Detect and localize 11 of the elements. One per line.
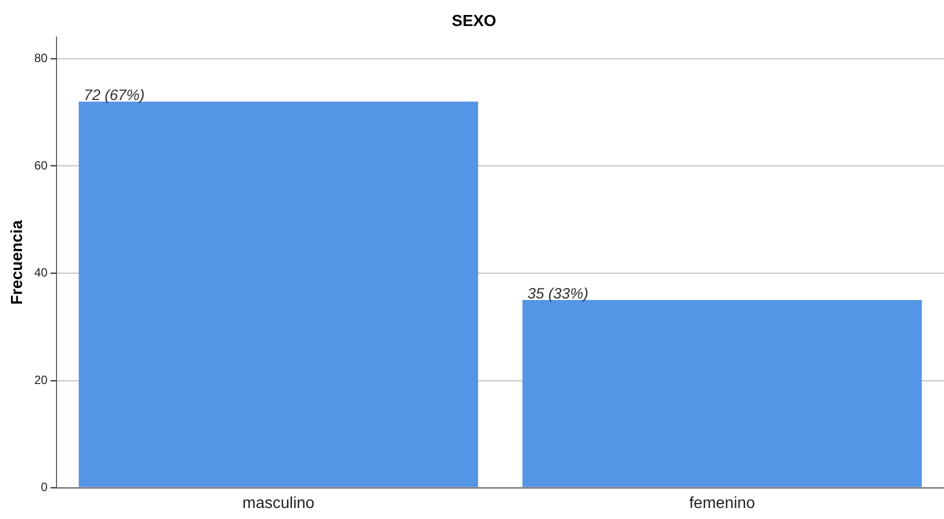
data-label: 35 (33%) xyxy=(527,286,588,303)
y-axis-title: Frecuencia xyxy=(9,220,26,305)
y-tick-label: 80 xyxy=(34,50,48,65)
chart-title: SEXO xyxy=(452,13,496,30)
x-tick-label: femenino xyxy=(689,494,756,512)
y-tick-label: 0 xyxy=(40,480,48,494)
data-label: 72 (67%) xyxy=(84,87,145,104)
y-tick-label: 40 xyxy=(34,266,48,280)
y-tick-label: 60 xyxy=(34,158,48,172)
x-tick-label: masculino xyxy=(242,494,315,512)
y-tick-label: 20 xyxy=(34,372,48,387)
